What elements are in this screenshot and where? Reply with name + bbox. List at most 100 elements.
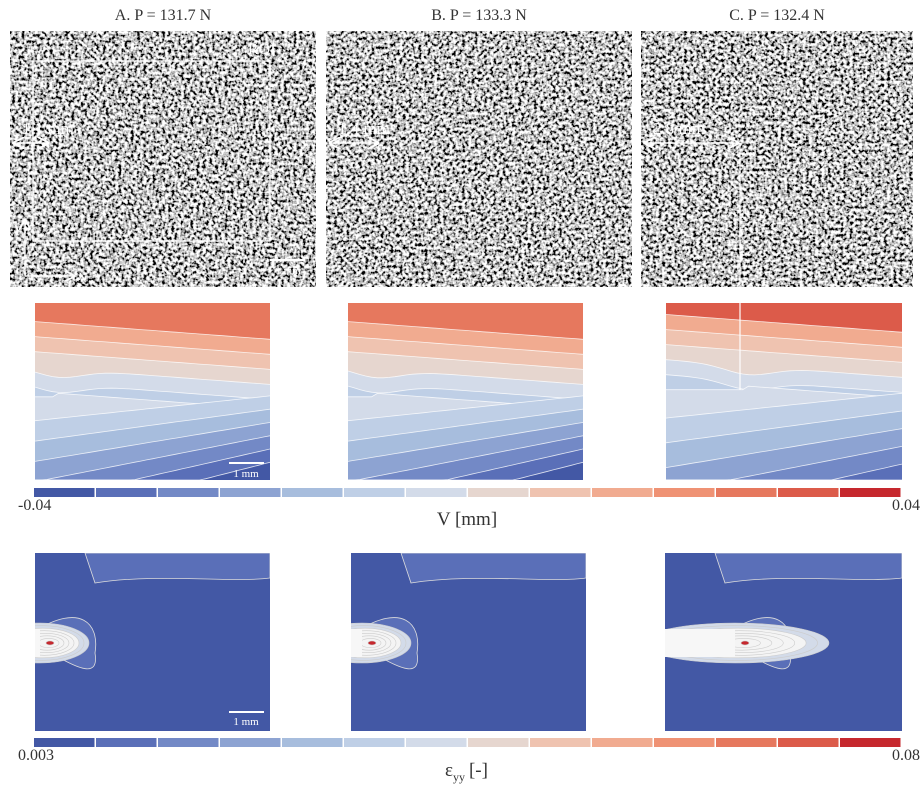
- colorbar-segment: [344, 738, 405, 747]
- displacement-map: [35, 303, 270, 480]
- contour-line: [35, 435, 270, 480]
- colorbar-segment: [778, 738, 839, 747]
- colorbar-segment: [220, 738, 281, 747]
- roi-label: ROI: [248, 41, 276, 58]
- crack-length-label: 2.8 mm: [653, 119, 705, 138]
- displacement-map: [348, 303, 583, 480]
- contour-line: [348, 435, 583, 480]
- strain-contour: [740, 640, 750, 646]
- colorbar-segment: [96, 738, 157, 747]
- colorbar-max: 0.04: [892, 497, 920, 514]
- contour-line: [666, 428, 902, 468]
- colorbar-segment: [34, 738, 95, 747]
- contour-line: [348, 422, 583, 462]
- crack-length-label: 1.4 mm: [338, 119, 390, 138]
- strain-contour: [367, 640, 377, 646]
- contour-line: [666, 329, 902, 348]
- colorbar-segment: [716, 488, 777, 497]
- contour-band: [666, 480, 902, 482]
- scale-bar-label: 1 mm: [233, 468, 259, 480]
- contour-line: [666, 314, 902, 333]
- contour-line: [35, 371, 270, 385]
- panel-title: C. P = 132.4 N: [729, 7, 825, 24]
- colorbar-segment: [592, 738, 653, 747]
- colorbar-min: 0.003: [18, 747, 54, 764]
- scale-bar-label: 1 mm: [275, 265, 301, 277]
- contour-band: [666, 446, 902, 480]
- y-axis-label: y: [14, 219, 22, 236]
- contour-line: [348, 395, 583, 422]
- speckle-image: [326, 31, 632, 287]
- strain-contour: [45, 640, 55, 646]
- colorbar-segment: [220, 488, 281, 497]
- contour-line: [35, 461, 270, 480]
- crack-wake: [665, 629, 735, 657]
- contour-line: [35, 351, 270, 370]
- crack-wake: [35, 629, 40, 657]
- contour-band: [348, 449, 583, 480]
- contour-line: [35, 408, 270, 442]
- contour-line: [666, 463, 902, 480]
- contour-line: [666, 385, 902, 399]
- contour-line: [666, 374, 902, 393]
- contour-line: [666, 446, 902, 480]
- label-subscript: yy: [453, 770, 465, 784]
- x-axis-label: x: [78, 267, 86, 284]
- contour-line: [348, 370, 583, 385]
- colorbar-segment: [468, 738, 529, 747]
- colorbar-segment: [344, 488, 405, 497]
- colorbar-segment: [592, 488, 653, 497]
- label-symbol: ε: [445, 760, 453, 781]
- strain-region: [400, 553, 586, 584]
- contour-line: [35, 336, 270, 355]
- contour-line: [35, 422, 270, 462]
- strain-region: [714, 553, 902, 584]
- contour-line: [348, 448, 583, 480]
- panel-title: B. P = 133.3 N: [431, 7, 527, 24]
- colorbar-segment: [530, 738, 591, 747]
- speckle-image: [10, 31, 316, 287]
- label-unit: [-]: [469, 760, 488, 781]
- colorbar-segment: [34, 488, 95, 497]
- colorbar-segment: [840, 738, 901, 747]
- colorbar-segment: [468, 488, 529, 497]
- strain-map: [35, 553, 270, 731]
- colorbar-max: 0.08: [892, 747, 920, 764]
- contour-line: [35, 321, 270, 340]
- contour-line: [348, 351, 583, 370]
- crack-wake: [351, 629, 362, 657]
- contour-band: [666, 464, 902, 480]
- colorbar-segment: [158, 488, 219, 497]
- contour-line: [35, 395, 270, 422]
- colorbar-segment: [654, 488, 715, 497]
- strain-region: [84, 553, 270, 584]
- colorbar-segment: [96, 488, 157, 497]
- strain-map: [351, 553, 586, 731]
- contour-line: [666, 344, 902, 363]
- colorbar-segment: [840, 488, 901, 497]
- contour-line: [348, 408, 583, 442]
- colorbar-min: -0.04: [18, 497, 51, 514]
- colorbar-label: εyy [-]: [445, 760, 488, 784]
- colorbar-segment: [654, 738, 715, 747]
- contour-band: [35, 449, 270, 480]
- contour-line: [35, 386, 270, 400]
- contour-band: [348, 462, 583, 480]
- contour-line: [348, 461, 583, 480]
- panel-title: A. P = 131.7 N: [115, 7, 212, 24]
- colorbar-segment: [282, 738, 343, 747]
- scale-bar-label: 1 mm: [233, 716, 259, 728]
- contour-line: [348, 321, 583, 340]
- strain-map: [665, 553, 902, 731]
- displacement-map: [666, 303, 902, 482]
- colorbar-label: V [mm]: [437, 509, 497, 530]
- contour-line: [35, 448, 270, 480]
- roi-box: [32, 60, 271, 242]
- contour-line: [666, 410, 902, 444]
- colorbar-segment: [778, 488, 839, 497]
- contour-line: [348, 385, 583, 400]
- colorbar-segment: [282, 488, 343, 497]
- speckle-image: [641, 31, 913, 287]
- contour-line: [666, 392, 902, 419]
